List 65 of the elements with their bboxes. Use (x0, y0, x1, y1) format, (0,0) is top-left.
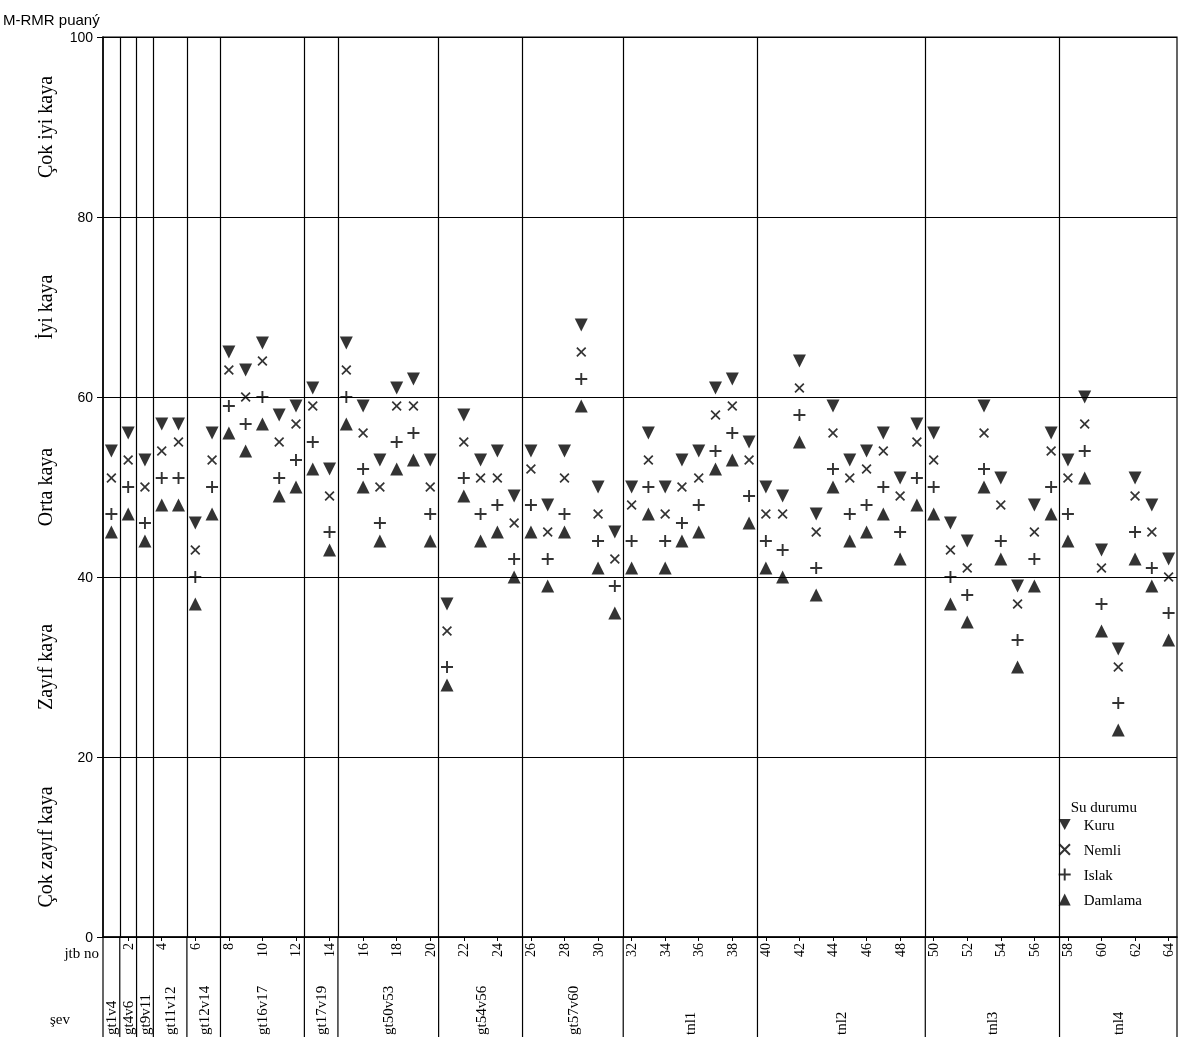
text: tnl3 (984, 1011, 1001, 1035)
text: gt11v12 (162, 986, 179, 1035)
x-tick-label: 44 (825, 943, 841, 957)
x-tick-label: 36 (691, 943, 707, 957)
x-tick-label: 28 (556, 943, 572, 957)
x-tick-label: 62 (1127, 943, 1143, 957)
text: gt1v4 (103, 1000, 120, 1035)
x-tick-label: 10 (254, 943, 270, 957)
text: Çok zayıf kaya (34, 786, 57, 908)
y-axis-title: M-RMR puaný (3, 11, 101, 28)
y-tick-label: 100 (69, 29, 94, 45)
text: gt9v11 (136, 993, 153, 1035)
x-tick-label: 26 (523, 943, 539, 957)
x-tick-label: 34 (657, 943, 673, 957)
x-tick-label: 54 (993, 943, 1009, 957)
x-tick-label: 38 (724, 943, 740, 957)
x-tick-label: 50 (926, 943, 942, 957)
y-tick-label: 40 (77, 569, 94, 585)
legend-label: Islak (1083, 866, 1114, 883)
text: Çok iyi kaya (34, 75, 57, 179)
text: tnl4 (1110, 1011, 1127, 1035)
text: tnl1 (682, 1011, 699, 1035)
text: gt12v14 (195, 985, 212, 1035)
x-tick-label: 20 (422, 943, 438, 957)
legend-title: Su durumu (1070, 798, 1138, 815)
legend-label: Damlama (1083, 891, 1143, 908)
x-tick-label: 42 (791, 943, 807, 957)
x-tick-label: 2 (120, 943, 136, 950)
x-tick-label: 4 (154, 943, 170, 950)
legend-label: Nemli (1083, 841, 1122, 858)
x-tick-label: 12 (288, 943, 304, 957)
y-tick-label: 0 (85, 929, 94, 945)
x-tick-label: 64 (1161, 943, 1177, 957)
text: gt17v19 (313, 985, 330, 1035)
x-tick-label: 60 (1093, 943, 1109, 957)
x-tick-label: 46 (859, 943, 875, 957)
x-tick-label: 14 (322, 943, 338, 957)
text: şev (50, 1011, 71, 1027)
text: gt57v60 (564, 985, 581, 1035)
text: tnl2 (833, 1011, 850, 1035)
y-tick-label: 60 (77, 389, 94, 405)
legend-label: Kuru (1083, 816, 1116, 833)
x-tick-label: 40 (758, 943, 774, 957)
x-tick-label: 8 (221, 943, 237, 950)
text: İyi kaya (34, 274, 57, 340)
x-tick-label: 24 (489, 943, 505, 957)
x-tick-label: 6 (187, 943, 203, 950)
x-axis-title: jtb no (63, 944, 99, 961)
x-tick-label: 58 (1060, 943, 1076, 957)
text: Orta kaya (34, 447, 57, 527)
x-tick-label: 48 (892, 943, 908, 957)
x-tick-label: 22 (456, 943, 472, 957)
x-tick-label: 30 (590, 943, 606, 957)
x-tick-label: 56 (1026, 943, 1042, 957)
x-tick-label: 32 (624, 943, 640, 957)
text: gt54v56 (472, 985, 489, 1035)
x-tick-label: 16 (355, 943, 371, 957)
text: gt16v17 (254, 985, 271, 1035)
text: Zayıf kaya (34, 623, 57, 711)
x-tick-label: 18 (389, 943, 405, 957)
y-tick-label: 20 (77, 749, 94, 765)
x-tick-label: 52 (959, 943, 975, 957)
text: gt50v53 (380, 985, 397, 1035)
text: gt4v6 (120, 1000, 137, 1035)
y-tick-label: 80 (77, 209, 94, 225)
